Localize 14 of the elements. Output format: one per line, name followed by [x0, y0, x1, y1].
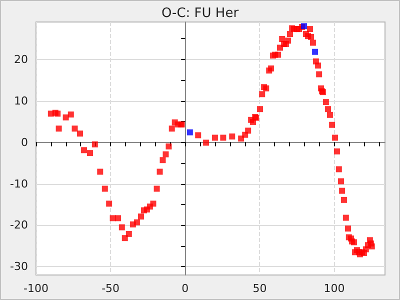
point — [312, 48, 318, 55]
x-tick-label: -50 — [102, 282, 120, 295]
point — [186, 129, 193, 136]
y-tick-label: -20 — [10, 218, 28, 232]
x-tick-label: 50 — [252, 282, 267, 295]
y-tick-label: 0 — [21, 136, 28, 149]
y-tick-label: -30 — [10, 260, 28, 274]
x-tick-label: 0 — [182, 282, 189, 295]
x-tick-label: 100 — [324, 282, 345, 295]
x-tick-label: -100 — [24, 282, 48, 295]
y-tick-label: -10 — [10, 177, 28, 190]
y-tick-label: 10 — [14, 94, 28, 108]
chart-title: O-C: FU Her — [161, 6, 240, 21]
y-tick-label: 20 — [14, 52, 28, 66]
